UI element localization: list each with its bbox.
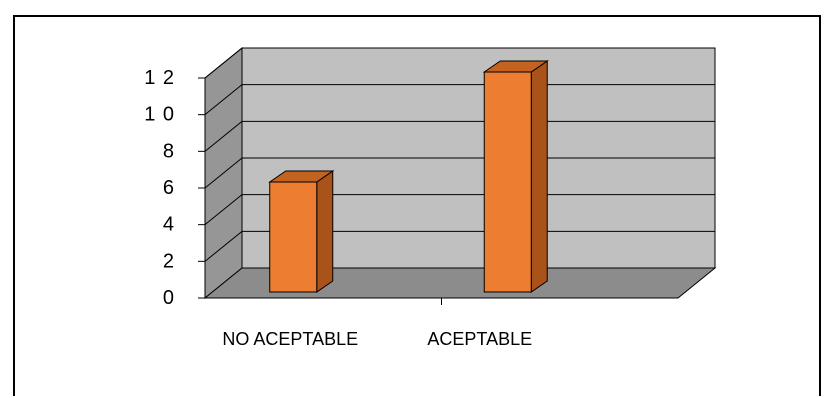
y-tick-label: 1 0 bbox=[144, 104, 175, 126]
y-tick-label: 8 bbox=[163, 140, 175, 162]
y-tick-label: 0 bbox=[163, 287, 175, 309]
gridline-side bbox=[204, 84, 243, 116]
gridline-side bbox=[204, 230, 243, 262]
gridline-side bbox=[204, 120, 243, 152]
bar-side bbox=[530, 60, 548, 293]
y-tick-label: 6 bbox=[163, 177, 175, 199]
x-category-label: NO ACEPTABLE bbox=[222, 329, 358, 349]
y-tick-label: 2 bbox=[163, 250, 175, 272]
y-tick-label: 4 bbox=[163, 214, 175, 236]
gridline-side bbox=[204, 47, 243, 79]
gridline-side bbox=[204, 194, 243, 226]
bar bbox=[269, 181, 318, 293]
bar-side bbox=[316, 170, 334, 293]
y-tick-label: 1 2 bbox=[144, 67, 175, 89]
x-category-label: ACEPTABLE bbox=[427, 329, 532, 349]
bar bbox=[483, 71, 532, 293]
gridline-side bbox=[204, 157, 243, 189]
